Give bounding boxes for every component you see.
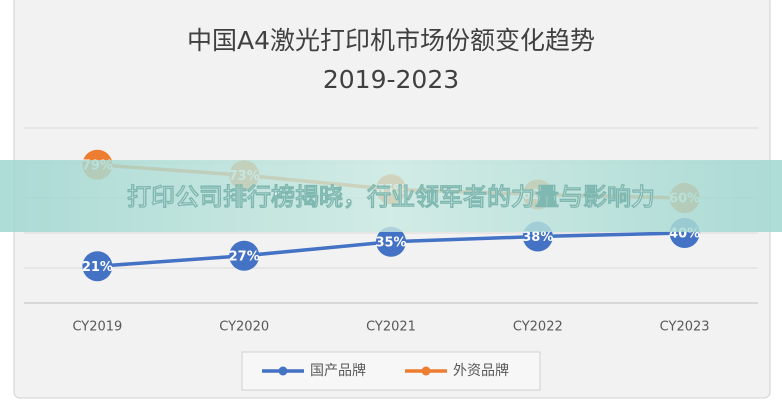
x-tick-label: CY2022 <box>513 320 563 335</box>
data-point <box>376 226 406 257</box>
data-label: 38% <box>522 230 553 245</box>
chart-title: 中国A4激光打印机市场份额变化趋势 <box>187 26 595 55</box>
data-label: 21% <box>82 260 113 275</box>
banner-text: 打印公司排行榜揭晓，行业领军者的力量与影响力 <box>127 183 655 211</box>
data-point <box>82 251 113 282</box>
legend-marker <box>421 366 431 376</box>
legend-label: 国产品牌 <box>310 362 366 379</box>
banner <box>0 160 782 232</box>
x-tick-label: CY2020 <box>219 320 269 335</box>
x-tick-label: CY2023 <box>660 320 710 335</box>
chart-subtitle: 2019-2023 <box>323 65 459 94</box>
x-tick-label: CY2021 <box>366 320 416 335</box>
data-point <box>229 240 260 271</box>
legend: 国产品牌 外资品牌 <box>262 362 509 379</box>
legend-marker <box>278 366 288 376</box>
x-tick-label: CY2019 <box>72 320 122 335</box>
data-label: 35% <box>375 235 406 250</box>
data-label: 27% <box>229 249 260 264</box>
legend-label: 外资品牌 <box>453 362 509 379</box>
